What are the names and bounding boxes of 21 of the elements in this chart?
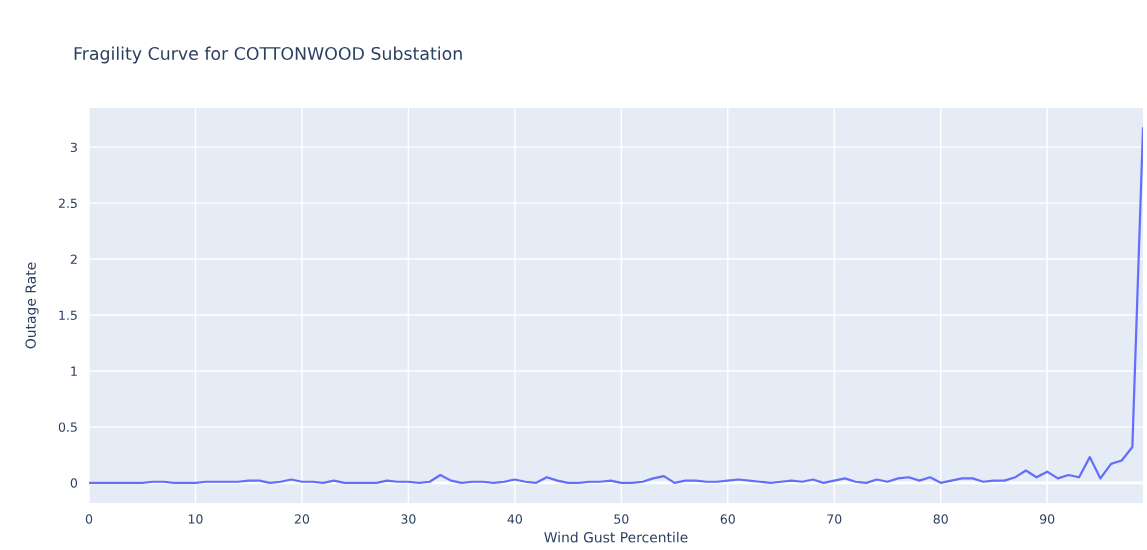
y-tick-label: 2 [70, 254, 77, 264]
x-axis-title: Wind Gust Percentile [544, 531, 688, 543]
y-tick-label: 3 [70, 142, 77, 153]
chart-title: Fragility Curve for COTTONWOOD Substation [74, 46, 462, 64]
x-tick-label: 50 [614, 514, 629, 524]
y-tick-label: 1.5 [59, 310, 77, 320]
line-series [89, 127, 1143, 484]
y-tick-label: 0 [70, 478, 78, 488]
x-tick-label: 70 [827, 514, 842, 524]
x-tick-label: 80 [933, 514, 948, 524]
x-tick-label: 0 [85, 514, 93, 524]
x-tick-label: 10 [188, 514, 203, 524]
x-tick-label: 30 [401, 514, 416, 524]
y-axis-title: Outage Rate [25, 262, 39, 349]
x-tick-label: 90 [1040, 514, 1055, 524]
y-tick-label: 1 [71, 366, 77, 376]
x-tick-label: 20 [294, 514, 310, 524]
x-tick-label: 40 [507, 514, 522, 524]
x-tick-label: 60 [720, 514, 735, 524]
y-tick-label: 2.5 [58, 198, 77, 209]
y-tick-label: 0.5 [58, 422, 77, 432]
